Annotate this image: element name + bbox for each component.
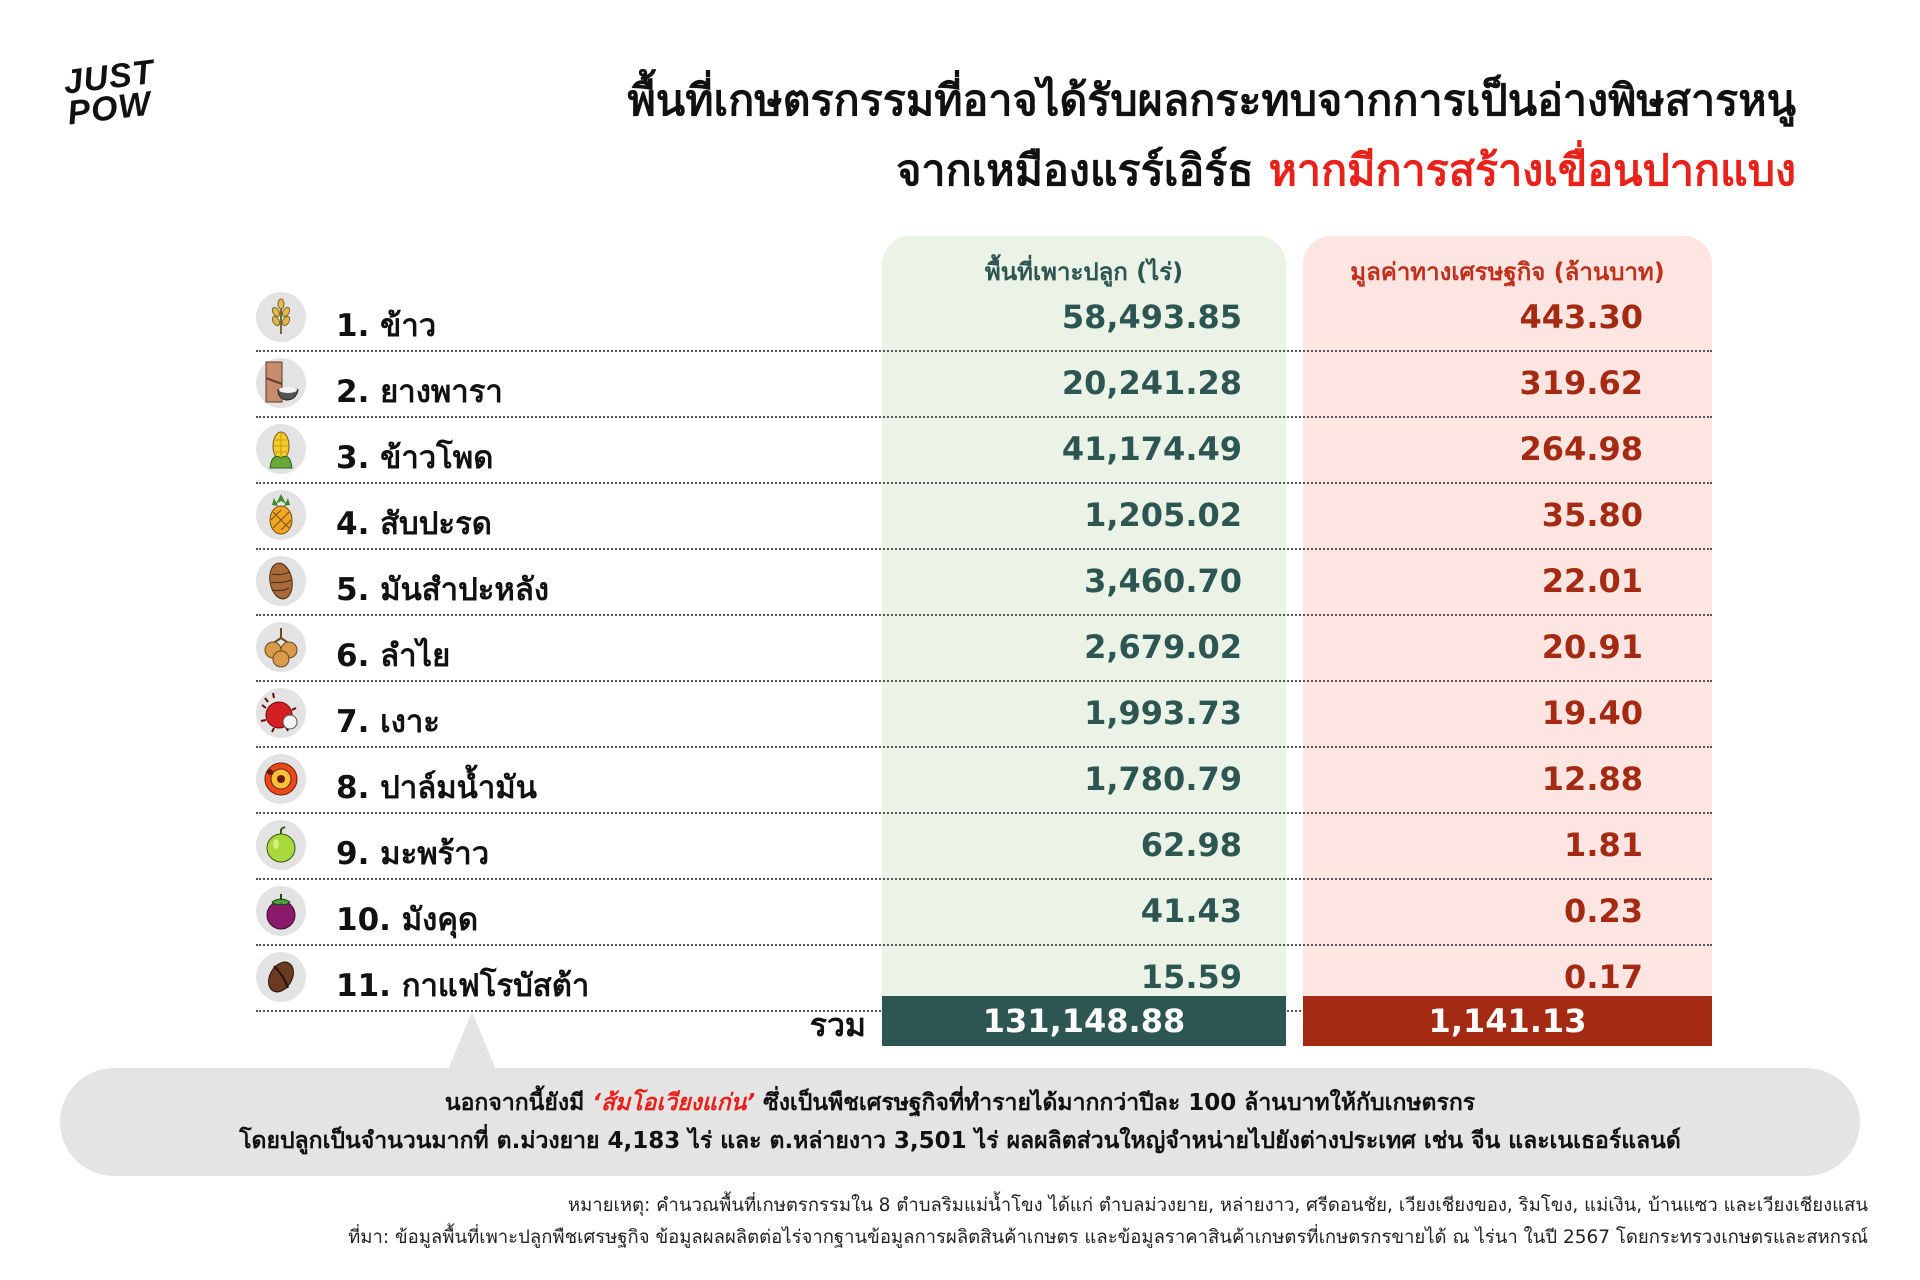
- value-column-panel: [1303, 236, 1712, 996]
- crop-area-value: 15.59: [1140, 958, 1242, 996]
- footnotes: หมายเหตุ: คำนวณพื้นที่เกษตรกรรมใน 8 ตำบล…: [348, 1190, 1868, 1254]
- crop-label: 7. เงาะ: [336, 704, 440, 740]
- crop-label: 11. กาแฟโรบัสต้า: [336, 968, 590, 1004]
- crop-area-value: 2,679.02: [1084, 628, 1242, 666]
- corn-icon: [256, 424, 306, 474]
- area-column-header: พื้นที่เพาะปลูก (ไร่): [984, 258, 1184, 286]
- crop-area-value: 41,174.49: [1061, 430, 1242, 468]
- crop-row: 6. ลำไย 2,679.02 20.91: [256, 616, 1712, 682]
- crop-area-value: 1,780.79: [1084, 760, 1242, 798]
- value-column-header: มูลค่าทางเศรษฐกิจ (ล้านบาท): [1350, 258, 1665, 286]
- crop-economic-value: 12.88: [1541, 760, 1643, 798]
- pineapple-icon: [256, 490, 306, 540]
- crop-area-value: 62.98: [1140, 826, 1242, 864]
- longan-icon: [256, 622, 306, 672]
- crop-economic-value: 1.81: [1564, 826, 1643, 864]
- callout-line-1-post: ซึ่งเป็นพืชเศรษฐกิจที่ทำรายได้มากกว่าปีล…: [763, 1090, 1476, 1116]
- row-divider: [256, 746, 1712, 748]
- crop-area-value: 3,460.70: [1084, 562, 1242, 600]
- row-divider: [256, 944, 1712, 946]
- justpow-logo: JUST POW: [62, 53, 179, 133]
- crop-area-value: 58,493.85: [1061, 298, 1242, 336]
- row-divider: [256, 614, 1712, 616]
- crop-label: 10. มังคุด: [336, 902, 479, 938]
- crop-label: 8. ปาล์มน้ำมัน: [336, 770, 537, 806]
- crop-economic-value: 319.62: [1519, 364, 1643, 402]
- crop-row: 9. มะพร้าว 62.98 1.81: [256, 814, 1712, 880]
- mangosteen-icon: [256, 886, 306, 936]
- crop-label: 1. ข้าว: [336, 308, 437, 344]
- crop-economic-value: 0.17: [1564, 958, 1643, 996]
- crop-economic-value: 19.40: [1541, 694, 1643, 732]
- coffee-bean-icon: [256, 952, 306, 1002]
- row-divider: [256, 680, 1712, 682]
- row-divider: [256, 812, 1712, 814]
- crop-row: 5. มันสำปะหลัง 3,460.70 22.01: [256, 550, 1712, 616]
- rice-icon: [256, 292, 306, 342]
- total-value-cell: 1,141.13: [1303, 996, 1712, 1046]
- crop-area-value: 20,241.28: [1061, 364, 1242, 402]
- crop-economic-value: 20.91: [1541, 628, 1643, 666]
- crop-economic-value: 443.30: [1519, 298, 1643, 336]
- crop-label: 6. ลำไย: [336, 638, 451, 674]
- oil-palm-icon: [256, 754, 306, 804]
- total-area-cell: 131,148.88: [882, 996, 1286, 1046]
- crop-label: 3. ข้าวโพด: [336, 440, 494, 476]
- area-column-panel: [882, 236, 1286, 996]
- crop-label: 5. มันสำปะหลัง: [336, 572, 549, 608]
- crop-label: 4. สับปะรด: [336, 506, 492, 542]
- crop-economic-value: 22.01: [1541, 562, 1643, 600]
- callout-highlight: ‘ส้มโอเวียงแก่น’: [592, 1090, 756, 1116]
- crop-row: 7. เงาะ 1,993.73 19.40: [256, 682, 1712, 748]
- crop-economic-value: 0.23: [1564, 892, 1643, 930]
- crop-economic-value: 264.98: [1519, 430, 1643, 468]
- callout-line-1: นอกจากนี้ยังมี ‘ส้มโอเวียงแก่น’ ซึ่งเป็น…: [60, 1084, 1860, 1122]
- crop-row: 8. ปาล์มน้ำมัน 1,780.79 12.88: [256, 748, 1712, 814]
- row-divider: [256, 878, 1712, 880]
- row-divider: [256, 482, 1712, 484]
- rambutan-icon: [256, 688, 306, 738]
- crop-label: 9. มะพร้าว: [336, 836, 490, 872]
- crop-label: 2. ยางพารา: [336, 374, 503, 410]
- callout-line-1-pre: นอกจากนี้ยังมี: [444, 1090, 585, 1116]
- title-line-2: จากเหมืองแรร์เอิร์ธ หากมีการสร้างเขื่อนป…: [627, 136, 1796, 206]
- logo-line-2: POW: [65, 84, 154, 133]
- title-line-2-red: หากมีการสร้างเขื่อนปากแบง: [1268, 146, 1796, 196]
- title-line-1: พื้นที่เกษตรกรรมที่อาจได้รับผลกระทบจากกา…: [627, 76, 1796, 126]
- crop-row: 10. มังคุด 41.43 0.23: [256, 880, 1712, 946]
- crop-row: 2. ยางพารา 20,241.28 319.62: [256, 352, 1712, 418]
- coconut-icon: [256, 820, 306, 870]
- crop-area-value: 41.43: [1140, 892, 1242, 930]
- crop-area-value: 1,205.02: [1084, 496, 1242, 534]
- crop-row: 4. สับปะรด 1,205.02 35.80: [256, 484, 1712, 550]
- total-label: รวม: [809, 1006, 866, 1044]
- row-divider: [256, 548, 1712, 550]
- source-note: ที่มา: ข้อมูลพื้นที่เพาะปลูกพืชเศรษฐกิจ …: [348, 1227, 1868, 1248]
- callout-box: นอกจากนี้ยังมี ‘ส้มโอเวียงแก่น’ ซึ่งเป็น…: [60, 1068, 1860, 1176]
- row-divider: [256, 350, 1712, 352]
- row-divider: [256, 416, 1712, 418]
- crop-row: 1. ข้าว 58,493.85 443.30: [256, 286, 1712, 352]
- crop-row: 3. ข้าวโพด 41,174.49 264.98: [256, 418, 1712, 484]
- page-title: พื้นที่เกษตรกรรมที่อาจได้รับผลกระทบจากกา…: [627, 66, 1796, 206]
- callout-line-2: โดยปลูกเป็นจำนวนมากที่ ต.ม่วงยาย 4,183 ไ…: [239, 1128, 1681, 1154]
- callout-pointer: [448, 1012, 496, 1070]
- title-line-2-black: จากเหมืองแรร์เอิร์ธ: [896, 146, 1254, 196]
- crop-economic-value: 35.80: [1541, 496, 1643, 534]
- cassava-icon: [256, 556, 306, 606]
- rubber-tree-icon: [256, 358, 306, 408]
- crop-area-value: 1,993.73: [1084, 694, 1242, 732]
- remark-note: หมายเหตุ: คำนวณพื้นที่เกษตรกรรมใน 8 ตำบล…: [567, 1195, 1868, 1216]
